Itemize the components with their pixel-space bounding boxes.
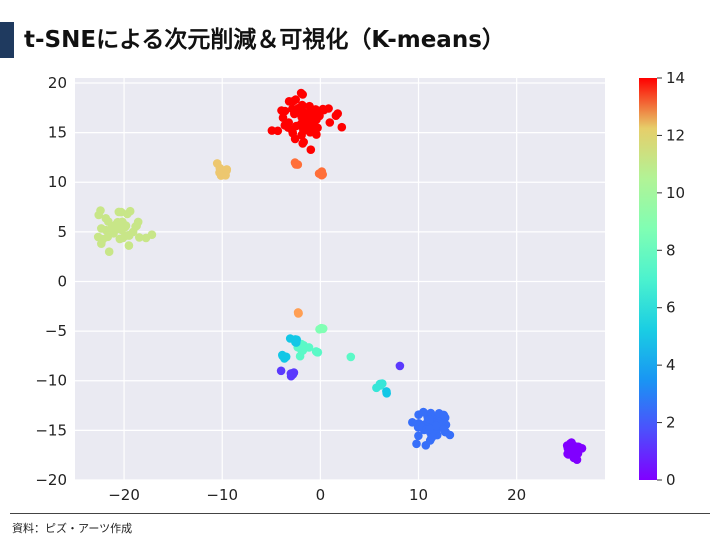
scatter-point xyxy=(267,126,277,135)
scatter-point xyxy=(290,158,300,167)
scatter-point xyxy=(297,130,306,140)
scatter-point xyxy=(291,337,300,347)
page-title: t-SNEによる次元削減＆可視化（K-means） xyxy=(24,27,505,53)
scatter-point xyxy=(216,171,226,180)
scatter-point xyxy=(563,444,573,453)
scatter-point xyxy=(212,159,222,168)
y-tick-label: −15 xyxy=(35,421,67,439)
colorbar-tick-label: 0 xyxy=(666,471,676,489)
scatter-point xyxy=(432,421,441,431)
colorbar-ticks: 0 2 4 6 8 10 12 14 xyxy=(657,69,685,489)
scatter-point xyxy=(572,448,582,458)
scatter-point xyxy=(97,239,106,248)
scatter-point xyxy=(427,432,437,442)
scatter-point xyxy=(382,387,391,396)
y-tick-label: 10 xyxy=(48,173,67,191)
colorbar-tick-label: 2 xyxy=(666,414,676,432)
scatter-point xyxy=(296,88,306,98)
y-tick-label: −10 xyxy=(35,372,67,390)
scatter-point xyxy=(312,130,321,139)
x-tick-label: 10 xyxy=(409,486,428,504)
scatter-point xyxy=(414,431,423,441)
scatter-point xyxy=(318,170,328,179)
scatter-point xyxy=(419,407,428,417)
x-tick-label: 0 xyxy=(316,486,326,504)
scatter-point xyxy=(425,424,435,434)
x-tick-label: −20 xyxy=(108,486,140,504)
y-axis-ticks: −20 −15 −10 −5 0 5 10 15 20 xyxy=(35,74,67,489)
y-tick-label: −5 xyxy=(45,322,67,340)
y-tick-label: 0 xyxy=(57,272,67,290)
scatter-point xyxy=(312,347,322,357)
scatter-point xyxy=(114,207,124,217)
scatter-point xyxy=(93,232,103,242)
grid-lines xyxy=(75,78,605,481)
scatter-point xyxy=(306,145,316,154)
scatter-point xyxy=(306,125,316,134)
scatter-point xyxy=(222,165,232,174)
x-tick-label: −10 xyxy=(206,486,238,504)
scatter-point xyxy=(318,324,328,334)
scatter-point xyxy=(141,233,151,243)
colorbar-tick-label: 6 xyxy=(666,299,676,317)
source-note: 資料：ピズ・アーツ作成 xyxy=(12,522,133,535)
scatter-point xyxy=(284,118,294,127)
scatter-point xyxy=(346,352,356,362)
scatter-point xyxy=(281,352,291,362)
scatter-point xyxy=(114,224,124,234)
scatter-point xyxy=(131,222,140,231)
title-accent-bar xyxy=(0,22,14,58)
scatter-point xyxy=(300,117,310,126)
scatter-point xyxy=(135,233,144,242)
scatter-point xyxy=(291,95,301,104)
scatter-point xyxy=(408,418,417,427)
scatter-point xyxy=(288,104,297,114)
y-tick-label: 20 xyxy=(48,74,67,92)
x-tick-label: 20 xyxy=(507,486,526,504)
scatter-point xyxy=(439,410,449,420)
scatter-point xyxy=(337,122,347,132)
scatter-point xyxy=(445,430,455,440)
plot-background xyxy=(75,78,605,480)
scatter-point xyxy=(426,408,436,418)
x-axis-ticks: −20 −10 0 10 20 xyxy=(108,486,526,504)
scatter-point xyxy=(97,224,106,233)
scatter-point xyxy=(289,368,299,377)
footer-divider xyxy=(10,513,710,514)
scatter-point xyxy=(333,109,343,118)
y-tick-label: 15 xyxy=(48,124,67,142)
scatter-point xyxy=(412,439,421,449)
scatter-point xyxy=(124,241,134,250)
scatter-point xyxy=(291,121,301,131)
colorbar xyxy=(639,78,657,480)
scatter-point xyxy=(280,106,290,116)
scatter-point xyxy=(276,366,286,376)
scatter-point xyxy=(308,111,317,120)
scatter-point xyxy=(325,118,335,127)
data-points xyxy=(93,88,587,465)
scatter-point xyxy=(439,425,448,434)
scatter-point xyxy=(299,137,309,147)
scatter-point xyxy=(378,379,387,388)
colorbar-tick-label: 10 xyxy=(666,184,685,202)
colorbar-tick-label: 14 xyxy=(666,69,685,87)
colorbar-tick-label: 12 xyxy=(666,126,685,144)
scatter-point xyxy=(425,415,434,424)
scatter-point xyxy=(124,230,134,240)
y-tick-label: −20 xyxy=(35,471,67,489)
scatter-point xyxy=(94,210,103,220)
scatter-point xyxy=(294,309,303,318)
y-tick-label: 5 xyxy=(57,223,67,241)
scatter-point xyxy=(104,247,114,256)
colorbar-tick-label: 8 xyxy=(666,241,676,259)
scatter-point xyxy=(290,134,300,144)
colorbar-tick-label: 4 xyxy=(666,356,676,374)
scatter-point xyxy=(104,217,113,226)
scatter-point xyxy=(278,113,288,122)
scatter-point xyxy=(395,361,405,371)
scatter-point xyxy=(324,104,333,113)
